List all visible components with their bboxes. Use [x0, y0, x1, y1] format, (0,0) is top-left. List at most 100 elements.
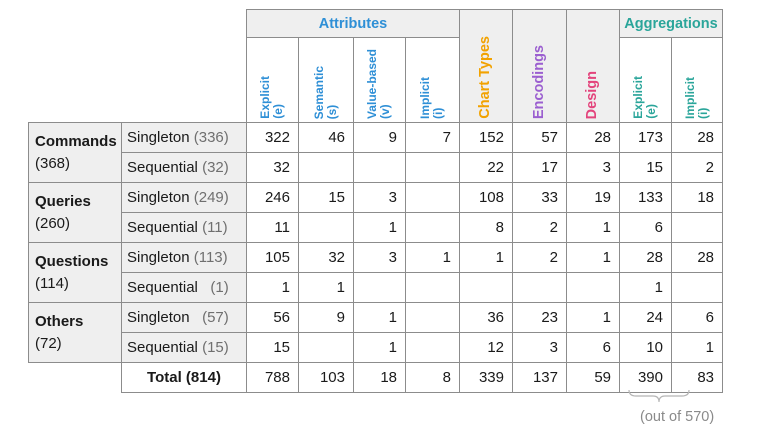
value-cell: 1 — [353, 332, 406, 363]
value-cell: 28 — [619, 242, 672, 273]
value-cell: 3 — [512, 332, 567, 363]
agg-explicit-header: Explicit (e) — [619, 37, 672, 123]
value-cell — [405, 302, 460, 333]
value-cell: 105 — [246, 242, 299, 273]
value-cell: 1 — [459, 242, 513, 273]
value-cell: 133 — [619, 182, 672, 213]
value-cell: 19 — [566, 182, 620, 213]
value-cell: 1 — [671, 332, 723, 363]
table-row: Others (72) Singleton (57) 56 9 1 36 23 1 24 6 — [28, 302, 723, 363]
value-cell: 173 — [619, 122, 672, 153]
row-type: Singleton — [127, 309, 190, 326]
table-row: Sequential (32) 32 22 17 3 15 2 — [29, 152, 723, 183]
table-row: Sequential (15) 15 1 12 3 6 10 1 — [29, 332, 723, 363]
value-cell: 246 — [246, 182, 299, 213]
value-cell — [405, 272, 460, 303]
table-row: Commands (368) Singleton (336) 322 46 9 7 152 57… — [28, 122, 723, 183]
value-cell: 6 — [671, 302, 723, 333]
value-cell: 2 — [512, 242, 567, 273]
row-label: Sequential (15) — [121, 332, 247, 363]
total-cell: 103 — [298, 362, 354, 393]
value-cell: 1 — [566, 302, 620, 333]
row-label: Singleton (57) — [121, 302, 247, 333]
value-cell: 8 — [459, 212, 513, 243]
agg-implicit-header: Implicit (i) — [671, 37, 723, 123]
value-cell: 1 — [566, 212, 620, 243]
total-row: Total (814) 788 103 18 8 339 137 59 390 83 — [29, 362, 723, 393]
row-count: (32) — [202, 159, 229, 176]
value-cell — [671, 212, 723, 243]
row-count: (57) — [193, 309, 229, 326]
value-cell: 28 — [671, 242, 723, 273]
row-type: Singleton — [127, 189, 190, 206]
value-cell: 1 — [246, 272, 299, 303]
value-cell: 24 — [619, 302, 672, 333]
group-header: Queries (260) — [28, 182, 122, 243]
row-label: Sequential (32) — [121, 152, 247, 183]
total-cell: 339 — [459, 362, 513, 393]
value-cell — [671, 272, 723, 303]
value-cell: 32 — [246, 152, 299, 183]
value-cell: 15 — [619, 152, 672, 183]
chart-types-header: Chart Types — [459, 9, 513, 123]
value-cell: 10 — [619, 332, 672, 363]
row-type: Sequential — [127, 159, 198, 176]
value-cell — [405, 182, 460, 213]
group-count: (114) — [35, 275, 69, 292]
total-cell: 18 — [353, 362, 406, 393]
group-name: Queries — [35, 193, 91, 210]
table-row: Sequential (11) 11 1 8 2 1 6 — [29, 212, 723, 243]
group-header: Others (72) — [28, 302, 122, 363]
group-name: Others — [35, 313, 84, 330]
value-cell: 18 — [671, 182, 723, 213]
aggregations-header: Aggregations — [619, 9, 723, 38]
row-count: (1) — [202, 279, 229, 296]
value-cell: 57 — [512, 122, 567, 153]
table-row: Queries (260) Singleton (249) 246 15 3 108 33 19… — [28, 182, 723, 243]
total-blank — [29, 363, 122, 393]
value-cell: 46 — [298, 122, 354, 153]
value-cell: 1 — [566, 242, 620, 273]
row-count: (113) — [193, 249, 228, 266]
row-label: Singleton (249) — [121, 182, 247, 213]
value-cell: 22 — [459, 152, 513, 183]
value-cell: 9 — [298, 302, 354, 333]
group-count: (368) — [35, 155, 71, 172]
attr-semantic-header: Semantic (s) — [298, 37, 354, 123]
total-cell: 8 — [405, 362, 460, 393]
group-name: Questions — [35, 253, 109, 270]
value-cell: 2 — [512, 212, 567, 243]
value-cell: 1 — [353, 302, 406, 333]
row-count: (336) — [193, 129, 229, 146]
table-row: Sequential (1) 1 1 1 — [29, 272, 723, 303]
value-cell: 322 — [246, 122, 299, 153]
value-cell: 3 — [353, 242, 406, 273]
row-count: (249) — [193, 189, 229, 206]
utterance-breakdown-table: Attributes Chart Types Encodings Design … — [28, 9, 723, 393]
row-label: Sequential (1) — [121, 272, 247, 303]
value-cell: 33 — [512, 182, 567, 213]
row-label: Singleton (336) — [121, 122, 247, 153]
value-cell: 15 — [246, 332, 299, 363]
value-cell — [298, 332, 354, 363]
value-cell: 108 — [459, 182, 513, 213]
value-cell — [353, 152, 406, 183]
value-cell: 32 — [298, 242, 354, 273]
value-cell: 28 — [671, 122, 723, 153]
attributes-header: Attributes — [246, 9, 460, 38]
total-label: Total (814) — [121, 362, 247, 393]
attr-value-based-header: Value-based (v) — [353, 37, 406, 123]
design-header: Design — [566, 9, 620, 123]
value-cell — [512, 272, 567, 303]
value-cell: 17 — [512, 152, 567, 183]
table-body: Commands (368) Singleton (336) 322 46 9 7 152 57… — [28, 122, 723, 393]
value-cell: 3 — [566, 152, 620, 183]
brace-icon — [628, 389, 690, 403]
value-cell — [405, 332, 460, 363]
value-cell — [298, 212, 354, 243]
value-cell: 1 — [353, 212, 406, 243]
value-cell: 36 — [459, 302, 513, 333]
attr-explicit-header: Explicit (e) — [246, 37, 299, 123]
value-cell: 56 — [246, 302, 299, 333]
row-label: Singleton (113) — [121, 242, 247, 273]
